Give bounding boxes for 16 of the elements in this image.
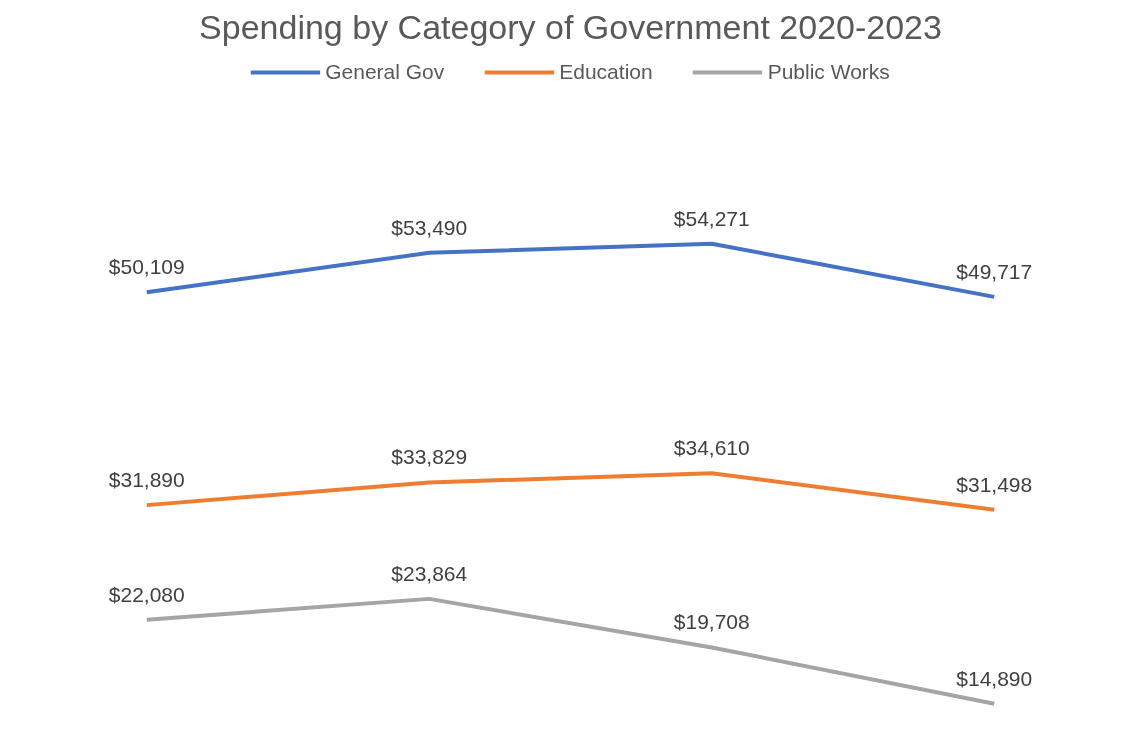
data-label: $19,708: [673, 610, 750, 634]
data-label: $49,717: [956, 259, 1033, 283]
legend-label: Education: [559, 60, 653, 84]
data-label: $54,271: [673, 206, 750, 230]
data-label: $33,829: [391, 445, 468, 469]
legend-label: Public Works: [767, 60, 890, 84]
data-label: $23,864: [391, 561, 468, 585]
data-label: $34,610: [673, 436, 750, 460]
chart-title: Spending by Category of Government 2020-2023: [199, 7, 942, 46]
data-label: $31,890: [108, 468, 185, 492]
data-label: $31,498: [956, 472, 1033, 496]
data-label: $53,490: [391, 215, 468, 239]
data-label: $22,080: [108, 582, 185, 606]
data-label: $14,890: [956, 666, 1033, 690]
data-label: $50,109: [108, 255, 185, 279]
legend-label: General Gov: [325, 60, 445, 84]
